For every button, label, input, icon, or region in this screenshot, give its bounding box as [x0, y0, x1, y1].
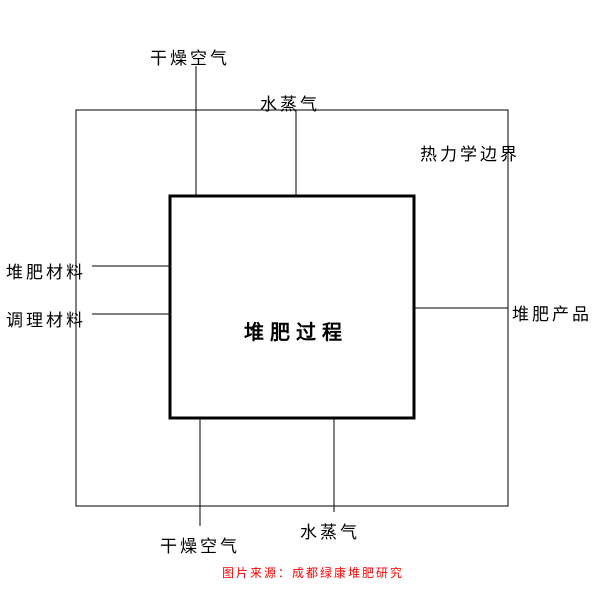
- label-center-process: 堆肥过程: [244, 316, 348, 345]
- label-conditioning-material: 调理材料: [6, 306, 86, 331]
- label-top-steam: 水蒸气: [260, 90, 320, 115]
- label-compost-product: 堆肥产品: [512, 300, 592, 325]
- label-bottom-dry-air: 干燥空气: [160, 532, 240, 557]
- label-top-dry-air: 干燥空气: [150, 44, 230, 69]
- image-caption: 图片来源：成都绿康堆肥研究: [222, 564, 404, 581]
- label-thermo-boundary: 热力学边界: [420, 140, 520, 165]
- label-compost-material: 堆肥材料: [6, 258, 86, 283]
- inner-process-box: [170, 196, 414, 418]
- label-bottom-steam: 水蒸气: [300, 518, 360, 543]
